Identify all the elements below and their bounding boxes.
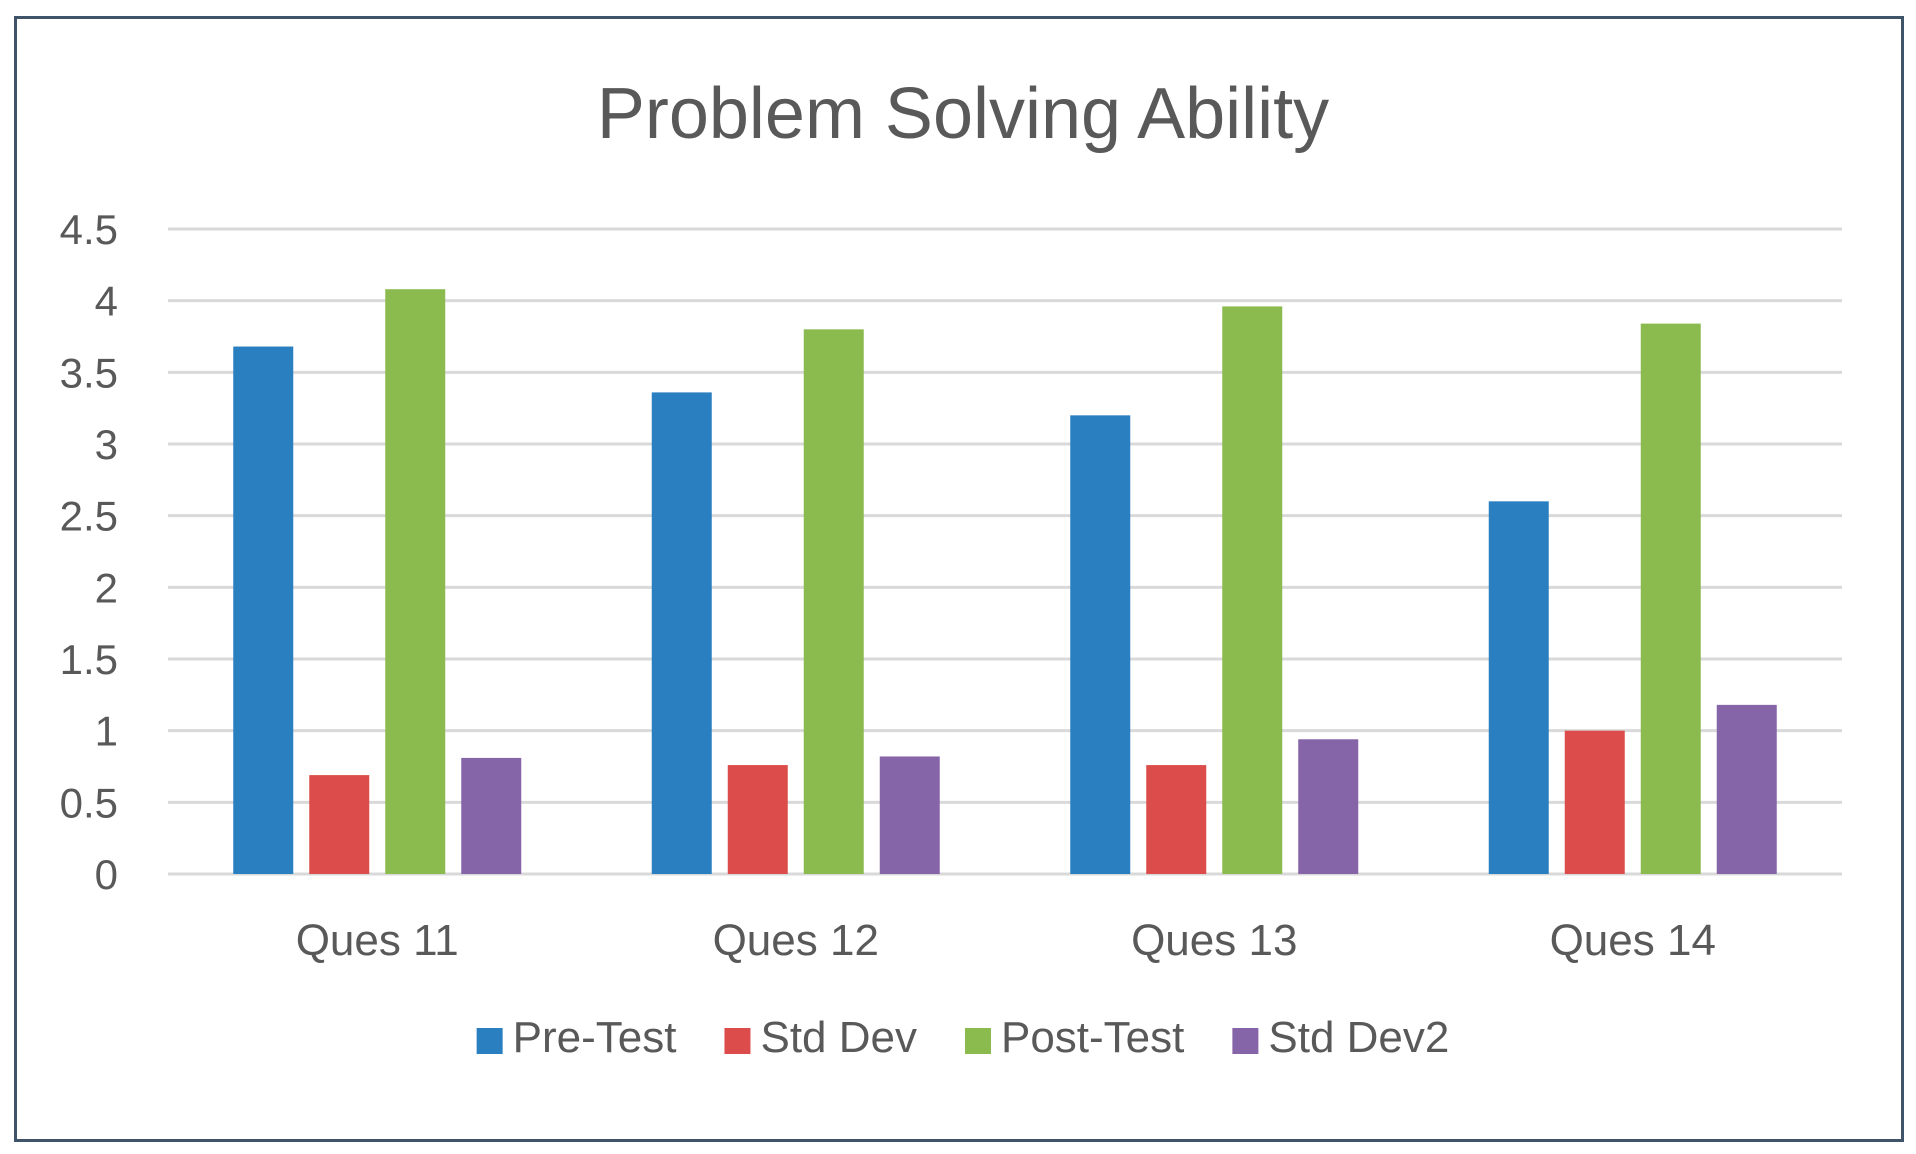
y-tick-label: 1.5 bbox=[60, 636, 118, 683]
y-tick-label: 3.5 bbox=[60, 349, 118, 396]
legend-item: Std Dev bbox=[724, 1013, 917, 1062]
bar-std-dev-ques-14 bbox=[1564, 730, 1625, 874]
bar-std-dev2-ques-11 bbox=[461, 757, 522, 874]
bar-std-dev-ques-13 bbox=[1146, 765, 1207, 874]
bar-std-dev-ques-12 bbox=[727, 765, 788, 874]
legend-swatch bbox=[964, 1028, 991, 1054]
bar-pre-test-ques-12 bbox=[651, 392, 712, 874]
x-category-label: Ques 12 bbox=[713, 916, 879, 965]
legend-item: Std Dev2 bbox=[1232, 1013, 1449, 1062]
y-tick-label: 2.5 bbox=[60, 493, 118, 540]
y-tick-label: 4.5 bbox=[60, 206, 118, 253]
x-category-label: Ques 13 bbox=[1131, 916, 1297, 965]
bar-pre-test-ques-14 bbox=[1488, 501, 1549, 874]
y-tick-label: 2 bbox=[95, 564, 118, 611]
legend-label: Std Dev bbox=[760, 1013, 917, 1062]
bar-std-dev2-ques-12 bbox=[879, 756, 940, 874]
gridlines bbox=[168, 227, 1842, 876]
bar-std-dev2-ques-14 bbox=[1716, 704, 1777, 874]
bar-std-dev-ques-11 bbox=[309, 775, 370, 874]
bar-std-dev2-ques-13 bbox=[1298, 739, 1359, 874]
bars bbox=[233, 289, 1777, 875]
legend-swatch bbox=[724, 1028, 751, 1054]
x-category-label: Ques 11 bbox=[296, 916, 459, 965]
bar-post-test-ques-13 bbox=[1222, 306, 1283, 874]
legend-item: Post-Test bbox=[964, 1013, 1184, 1062]
legend-label: Pre-Test bbox=[513, 1013, 677, 1062]
y-tick-label: 4 bbox=[95, 278, 118, 325]
legend-swatch bbox=[476, 1028, 503, 1054]
legend: Pre-Test Std Dev Post-Test Std Dev2 bbox=[476, 1013, 1449, 1062]
bar-post-test-ques-12 bbox=[803, 329, 864, 874]
y-tick-label: 3 bbox=[95, 421, 118, 468]
y-axis-ticks: 0 0.5 1 1.5 2 2.5 3 3.5 4 4.5 bbox=[60, 206, 118, 898]
y-tick-label: 0.5 bbox=[60, 779, 118, 826]
legend-item: Pre-Test bbox=[476, 1013, 677, 1062]
x-axis-categories: Ques 11 Ques 12 Ques 13 Ques 14 bbox=[296, 916, 1716, 965]
y-tick-label: 0 bbox=[95, 851, 118, 898]
bar-pre-test-ques-13 bbox=[1070, 415, 1131, 874]
legend-label: Post-Test bbox=[1001, 1013, 1184, 1062]
legend-label: Std Dev2 bbox=[1268, 1013, 1449, 1062]
chart-frame bbox=[14, 16, 1904, 1142]
legend-swatch bbox=[1232, 1028, 1259, 1054]
bar-post-test-ques-11 bbox=[385, 289, 446, 874]
chart-title: Problem Solving Ability bbox=[597, 74, 1329, 154]
bar-post-test-ques-14 bbox=[1640, 323, 1701, 875]
y-tick-label: 1 bbox=[95, 708, 118, 755]
bar-pre-test-ques-11 bbox=[233, 346, 294, 874]
x-category-label: Ques 14 bbox=[1550, 916, 1716, 965]
